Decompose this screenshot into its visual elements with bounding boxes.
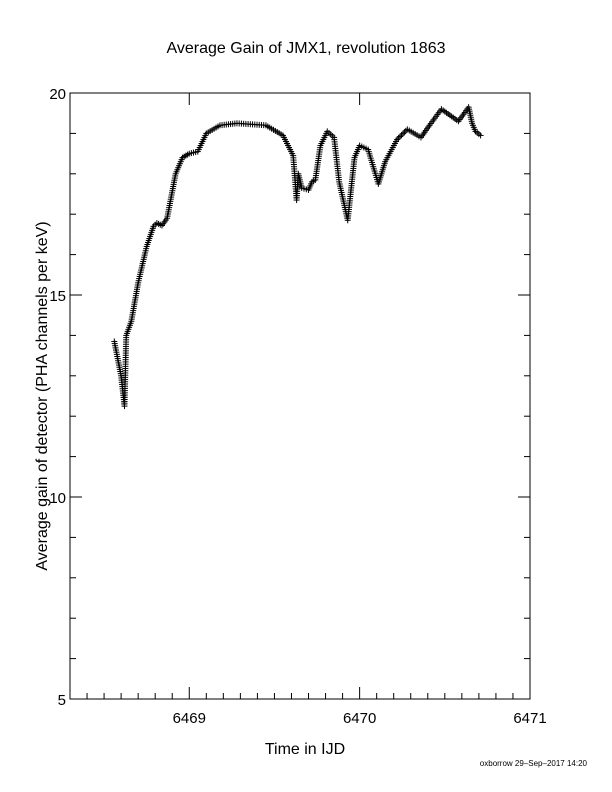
- data-point: [395, 135, 402, 142]
- chart-title: Average Gain of JMX1, revolution 1863: [167, 40, 446, 57]
- data-points: [111, 104, 484, 410]
- x-tick-label: 6470: [343, 710, 376, 727]
- x-tick-label: 6469: [173, 710, 206, 727]
- data-point: [399, 130, 406, 137]
- y-axis-label: Average gain of detector (PHA channels p…: [34, 221, 51, 570]
- data-point: [394, 136, 401, 143]
- x-tick-label: 6471: [513, 710, 546, 727]
- x-axis-label: Time in IJD: [265, 741, 345, 758]
- axis-ticks: 6469 6470 6471 5 10 15 20: [49, 86, 546, 727]
- data-point: [477, 132, 484, 139]
- data-point: [397, 133, 404, 140]
- data-point: [401, 129, 408, 136]
- data-point: [398, 132, 405, 139]
- footer-stamp: oxborrow 29–Sep–2017 14:20: [480, 759, 588, 768]
- y-tick-label: 5: [58, 692, 66, 709]
- y-tick-label: 15: [49, 288, 66, 305]
- y-tick-label: 20: [49, 86, 66, 103]
- y-tick-label: 10: [49, 490, 66, 507]
- plot-frame: [69, 92, 531, 700]
